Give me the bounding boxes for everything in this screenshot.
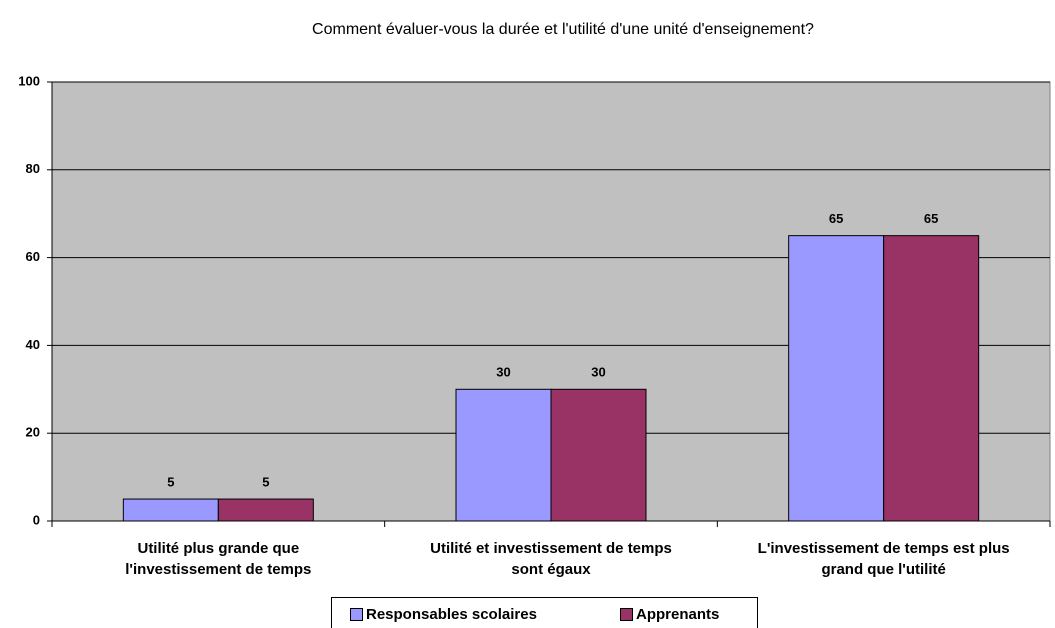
y-tick-label: 40 bbox=[26, 337, 40, 352]
data-label: 30 bbox=[496, 365, 510, 380]
y-tick-label: 0 bbox=[33, 512, 40, 527]
legend-item: Responsables scolaires bbox=[350, 606, 537, 623]
legend-label: Responsables scolaires bbox=[366, 606, 537, 623]
bar bbox=[217, 498, 314, 522]
data-label: 65 bbox=[829, 211, 843, 226]
legend-label: Apprenants bbox=[636, 606, 720, 623]
y-tick-label: 80 bbox=[26, 161, 40, 176]
data-label: 5 bbox=[167, 474, 174, 489]
legend-item: Apprenants bbox=[620, 606, 719, 623]
data-label: 5 bbox=[262, 474, 269, 489]
legend: Responsables scolaires Apprenants bbox=[331, 597, 758, 628]
x-tick-label: Utilité plus grande que l'investissement… bbox=[125, 540, 312, 578]
bar bbox=[788, 235, 885, 522]
bar bbox=[883, 235, 980, 522]
bar bbox=[550, 388, 647, 522]
y-tick-label: 60 bbox=[26, 249, 40, 264]
x-tick-label: L'investissement de temps est plus grand… bbox=[757, 540, 1010, 578]
bar bbox=[122, 498, 219, 522]
bar bbox=[455, 388, 552, 522]
legend-swatch bbox=[350, 608, 363, 621]
y-tick-label: 20 bbox=[26, 425, 40, 440]
y-tick-label: 100 bbox=[18, 73, 40, 88]
data-label: 65 bbox=[924, 211, 938, 226]
chart-title: Comment évaluer-vous la durée et l'utili… bbox=[312, 21, 814, 38]
legend-swatch bbox=[620, 608, 633, 621]
x-tick-label: Utilité et investissement de temps sont … bbox=[430, 540, 672, 578]
data-label: 30 bbox=[591, 365, 605, 380]
